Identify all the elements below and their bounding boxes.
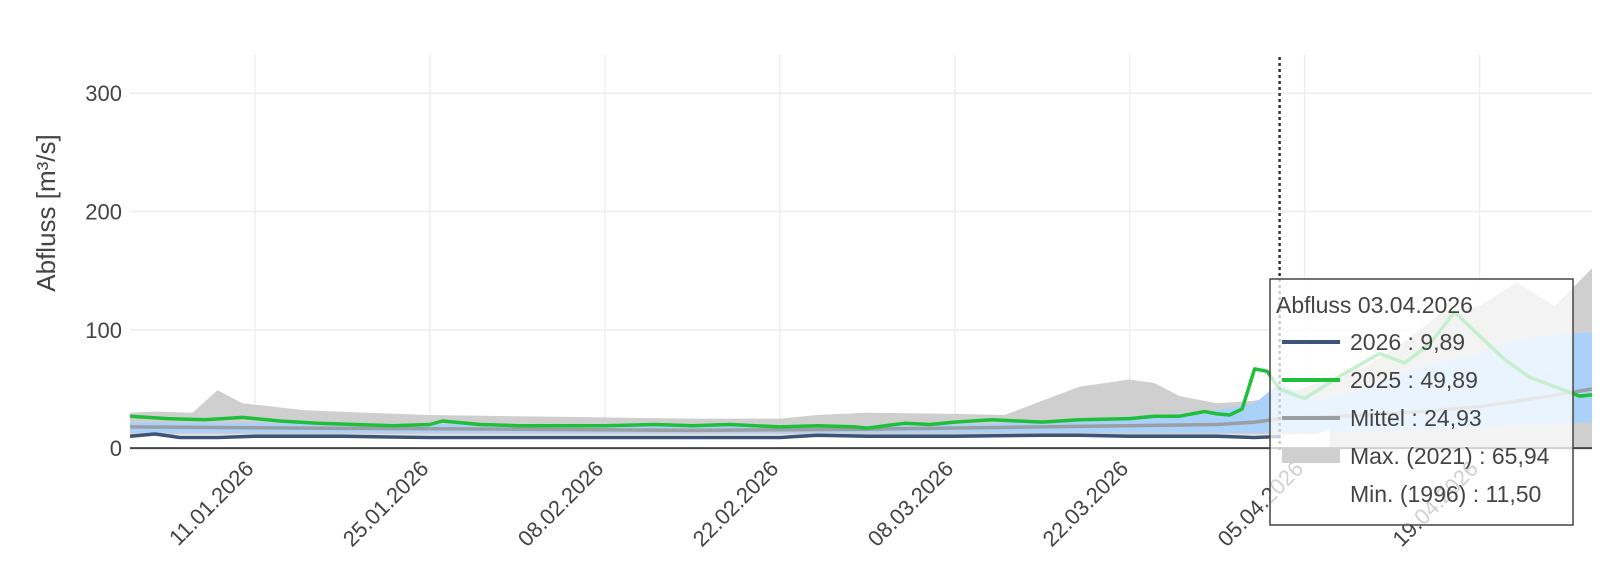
x-tick-label: 08.02.2026	[513, 456, 609, 552]
x-tick-label: 11.01.2026	[164, 456, 258, 550]
tooltip-row-label: 2026 : 9,89	[1350, 329, 1465, 355]
x-tick-label: 22.02.2026	[688, 456, 784, 552]
tooltip-row-label: Max. (2021) : 65,94	[1350, 443, 1550, 469]
tooltip-box	[1269, 278, 1574, 526]
y-tick-label: 200	[85, 200, 122, 225]
series-2026-line	[130, 432, 1280, 440]
tooltip-row-label: Min. (1996) : 11,50	[1350, 481, 1541, 507]
x-tick-label: 08.03.2026	[863, 456, 959, 552]
tooltip-swatch-area	[1282, 449, 1340, 463]
tooltip-title: Abfluss 03.04.2026	[1276, 292, 1473, 318]
series-max-area	[130, 268, 1592, 449]
y-tick-label: 0	[110, 436, 122, 461]
y-axis-title: Abfluss [m³/s]	[31, 134, 61, 291]
tooltip-row-label: Mittel : 24,93	[1350, 405, 1482, 431]
x-tick-label: 22.03.2026	[1038, 456, 1134, 552]
y-tick-label: 100	[85, 318, 122, 343]
hover-tooltip: Abfluss 03.04.2026 2026 : 9,89 2025 : 49,8…	[1269, 278, 1574, 526]
tooltip-row-label: 2025 : 49,89	[1350, 367, 1478, 393]
x-tick-label: 25.01.2026	[338, 456, 434, 552]
y-tick-label: 300	[85, 81, 122, 106]
